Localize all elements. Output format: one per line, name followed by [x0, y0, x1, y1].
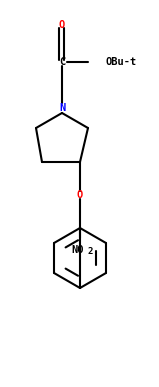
Text: N: N [59, 103, 65, 113]
Text: NO: NO [72, 245, 84, 255]
Text: 2: 2 [87, 247, 92, 255]
Text: O: O [77, 190, 83, 200]
Text: OBu-t: OBu-t [105, 57, 136, 67]
Text: O: O [59, 20, 65, 30]
Text: C: C [59, 57, 65, 67]
